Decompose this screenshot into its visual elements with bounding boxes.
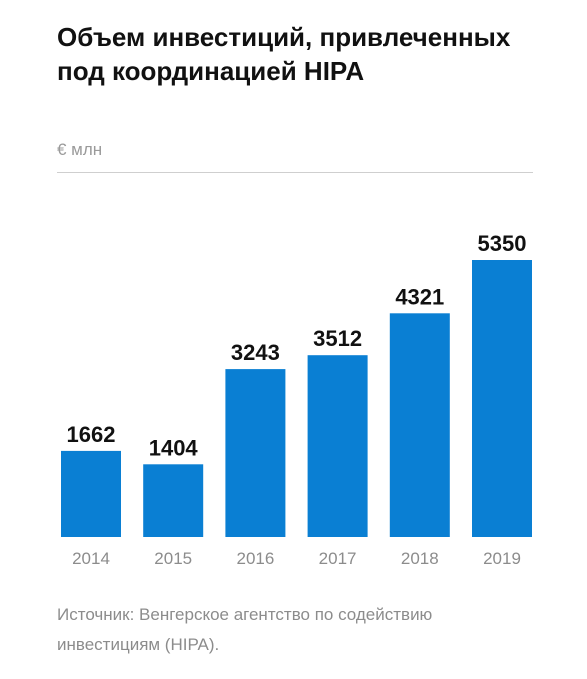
value-label-2014: 1662 bbox=[67, 422, 116, 447]
x-tick-labels-group: 2014 2015 2016 2017 2018 2019 bbox=[72, 549, 521, 568]
bar-2016 bbox=[225, 369, 286, 537]
value-labels-group: 1662 1404 3243 3512 4321 5350 bbox=[67, 231, 527, 460]
value-label-2015: 1404 bbox=[149, 435, 199, 460]
bar-2017 bbox=[307, 355, 368, 537]
bar-2019 bbox=[472, 260, 532, 537]
x-tick-label-2017: 2017 bbox=[319, 549, 357, 568]
x-tick-label-2016: 2016 bbox=[236, 549, 274, 568]
x-tick-label-2014: 2014 bbox=[72, 549, 110, 568]
bar-2015 bbox=[143, 464, 204, 537]
chart-title: Объем инвестиций, привлеченных под коорд… bbox=[57, 22, 511, 86]
unit-label: € млн bbox=[57, 140, 103, 159]
x-tick-label-2018: 2018 bbox=[401, 549, 439, 568]
x-tick-label-2019: 2019 bbox=[483, 549, 521, 568]
bars-group bbox=[61, 260, 532, 537]
value-label-2017: 3512 bbox=[313, 326, 362, 351]
value-label-2016: 3243 bbox=[231, 340, 280, 365]
bar-2014 bbox=[61, 450, 121, 537]
value-label-2019: 5350 bbox=[478, 231, 527, 256]
value-label-2018: 4321 bbox=[395, 284, 444, 309]
source-note: Источник: Венгерское агентство по содейс… bbox=[57, 605, 433, 654]
bar-2018 bbox=[389, 313, 450, 537]
header-divider bbox=[57, 172, 533, 173]
x-tick-label-2015: 2015 bbox=[154, 549, 192, 568]
